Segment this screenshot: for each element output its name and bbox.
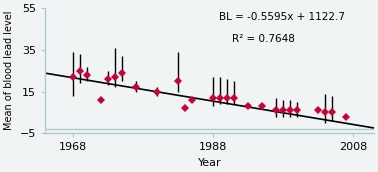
X-axis label: Year: Year	[198, 158, 221, 168]
Y-axis label: Mean of blood lead level: Mean of blood lead level	[4, 11, 14, 130]
Text: R² = 0.7648: R² = 0.7648	[232, 34, 295, 44]
Text: BL = -0.5595x + 1122.7: BL = -0.5595x + 1122.7	[219, 12, 345, 22]
